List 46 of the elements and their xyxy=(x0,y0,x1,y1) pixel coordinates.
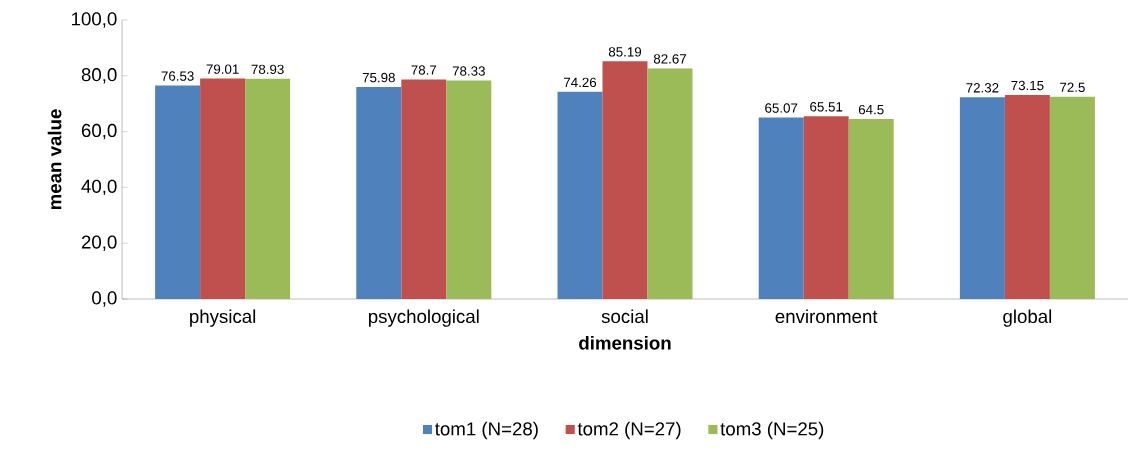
data-label: 75.98 xyxy=(362,72,395,83)
data-label: 76.53 xyxy=(161,71,194,81)
data-label: 79.01 xyxy=(206,64,239,74)
data-label: 78.7 xyxy=(411,65,437,75)
legend-label: tom2 (N=27) xyxy=(577,421,681,440)
bar xyxy=(245,78,291,299)
y-tick-label: 80,0 xyxy=(81,68,117,84)
bar xyxy=(758,117,804,299)
bar xyxy=(557,91,603,299)
bar xyxy=(602,61,648,299)
y-tick-label: 60,0 xyxy=(81,123,117,140)
x-tick-label: social xyxy=(601,309,648,324)
bar xyxy=(200,78,246,299)
bar xyxy=(155,85,201,299)
bar xyxy=(1004,94,1050,299)
bar xyxy=(647,68,693,299)
bar xyxy=(803,116,849,299)
legend-label: tom1 (N=28) xyxy=(435,421,538,440)
data-label: 78.93 xyxy=(251,64,284,75)
y-tick-label: 0,0 xyxy=(92,291,117,307)
data-label: 65.51 xyxy=(810,102,843,112)
data-label: 72.32 xyxy=(966,83,999,93)
data-label: 72.5 xyxy=(1060,82,1085,92)
y-tick-label: 20,0 xyxy=(81,235,117,251)
data-label: 85.19 xyxy=(608,47,642,57)
legend-label: tom3 (N=25) xyxy=(720,421,824,440)
bar xyxy=(446,80,492,299)
y-axis-title: mean value xyxy=(47,109,62,210)
data-label: 64.5 xyxy=(858,104,884,115)
x-tick-label: physical xyxy=(190,309,256,327)
data-label: 82.67 xyxy=(653,54,687,64)
x-tick-label: global xyxy=(1003,309,1052,327)
bar xyxy=(848,119,894,299)
x-tick-label: psychological xyxy=(368,309,479,327)
bar xyxy=(959,97,1005,299)
data-label: 65.07 xyxy=(765,103,798,113)
x-axis-title: dimension xyxy=(579,335,671,350)
bar xyxy=(401,79,447,299)
y-tick-label: 40,0 xyxy=(81,179,117,196)
x-tick-label: environment xyxy=(775,309,878,324)
data-label: 78.33 xyxy=(452,66,485,76)
bar xyxy=(356,87,402,299)
bar xyxy=(1049,96,1095,299)
y-tick-label: 100,0 xyxy=(72,12,117,28)
data-label: 73.15 xyxy=(1011,80,1044,91)
data-label: 74.26 xyxy=(564,77,597,88)
